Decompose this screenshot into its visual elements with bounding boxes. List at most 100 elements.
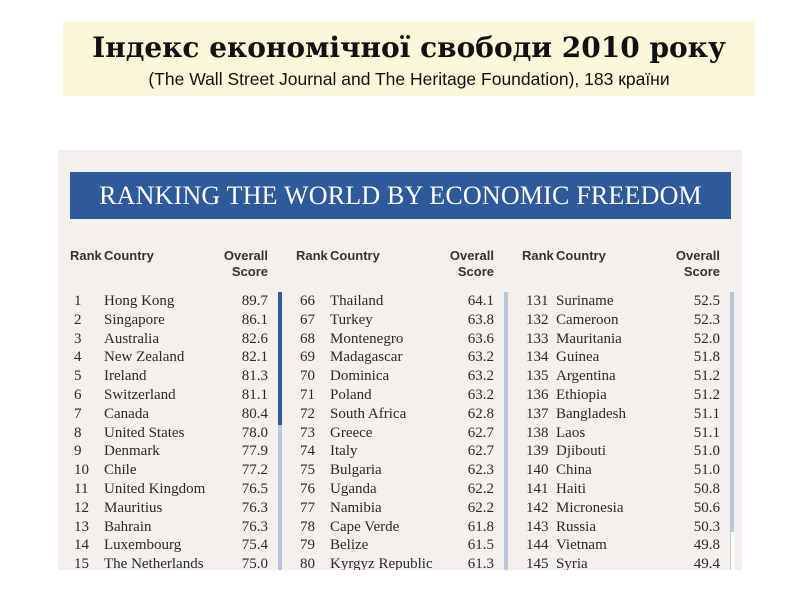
score-header-line1: Overall: [223, 248, 268, 263]
rank-cell: 133: [526, 330, 549, 347]
score-header-line2: Score: [683, 264, 720, 279]
rank-cell: 11: [74, 480, 89, 497]
table-row: 138 Laos 51.1: [520, 424, 734, 443]
table-row: 79 Belize 61.5: [294, 536, 508, 555]
ranking-banner: RANKING THE WORLD BY ECONOMIC FREEDOM: [70, 172, 731, 219]
rank-cell: 73: [300, 424, 315, 441]
ranking-rows: 1 Hong Kong 89.7 2 Singapore 86.1 3 Australia 82…: [68, 292, 282, 570]
score-cell: 64.1: [467, 293, 494, 309]
rank-cell: 1: [74, 293, 82, 309]
rank-cell: 9: [74, 443, 82, 460]
column-header: Rank Country Overall Score: [520, 244, 734, 284]
country-cell: Bangladesh: [556, 405, 626, 422]
slide-title: Індекс економічної свободи 2010 року: [92, 31, 726, 64]
score-cell: 63.8: [467, 311, 494, 328]
country-cell: Hong Kong: [104, 293, 175, 309]
rank-cell: 14: [74, 537, 89, 554]
score-cell: 49.4: [693, 556, 720, 570]
score-bar-empty: [730, 532, 734, 570]
country-cell: Syria: [556, 556, 588, 570]
column-header: Rank Country Overall Score: [68, 244, 282, 284]
rank-cell: 8: [74, 424, 82, 441]
table-row: 143 Russia 50.3: [520, 518, 734, 537]
rank-cell: 70: [300, 368, 315, 385]
rank-cell: 137: [526, 405, 549, 422]
country-header: Country: [104, 248, 154, 263]
score-cell: 80.4: [241, 405, 268, 422]
score-cell: 51.2: [693, 368, 720, 385]
score-cell: 51.2: [693, 386, 720, 403]
country-cell: Poland: [330, 386, 372, 403]
country-cell: Mauritius: [104, 499, 163, 516]
ranking-column-2: Rank Country Overall Score 66 Thailand 64.1…: [294, 240, 508, 570]
rank-header: Rank: [296, 248, 328, 263]
rank-cell: 10: [74, 462, 89, 479]
rank-cell: 139: [526, 443, 549, 460]
score-cell: 52.5: [693, 293, 720, 309]
country-cell: Kyrgyz Republic: [330, 556, 433, 570]
table-row: 73 Greece 62.7: [294, 424, 508, 443]
country-cell: Singapore: [104, 311, 165, 328]
ranking-column-3: Rank Country Overall Score 131 Suriname 52.…: [520, 240, 734, 570]
country-cell: Ireland: [104, 368, 147, 385]
table-row: 131 Suriname 52.5: [520, 292, 734, 311]
table-row: 4 New Zealand 82.1: [68, 348, 282, 367]
table-row: 9 Denmark 77.9: [68, 442, 282, 461]
table-row: 8 United States 78.0: [68, 424, 282, 443]
score-header-line1: Overall: [449, 248, 494, 263]
country-cell: Russia: [556, 518, 597, 535]
rank-cell: 15: [74, 556, 89, 570]
rank-cell: 3: [74, 330, 82, 347]
rank-cell: 134: [526, 349, 549, 366]
rank-cell: 67: [300, 311, 315, 328]
rank-cell: 69: [300, 349, 315, 366]
country-cell: Montenegro: [330, 330, 404, 347]
rank-cell: 142: [526, 499, 549, 516]
rank-cell: 79: [300, 537, 315, 554]
country-cell: Argentina: [556, 368, 616, 385]
slide-subtitle: (The Wall Street Journal and The Heritag…: [148, 69, 670, 89]
table-row: 72 South Africa 62.8: [294, 405, 508, 424]
table-row: 144 Vietnam 49.8: [520, 536, 734, 555]
score-cell: 77.2: [241, 462, 268, 479]
table-row: 75 Bulgaria 62.3: [294, 461, 508, 480]
table-row: 142 Micronesia 50.6: [520, 499, 734, 518]
country-cell: United States: [104, 424, 185, 441]
table-row: 74 Italy 62.7: [294, 442, 508, 461]
country-cell: New Zealand: [104, 349, 185, 366]
score-cell: 51.1: [693, 405, 720, 422]
score-cell: 77.9: [241, 443, 268, 460]
country-cell: Turkey: [330, 311, 373, 328]
rank-cell: 72: [300, 405, 315, 422]
ranking-rows: 66 Thailand 64.1 67 Turkey 63.8 68 Montenegro 63…: [294, 292, 508, 570]
table-row: 6 Switzerland 81.1: [68, 386, 282, 405]
rank-cell: 13: [74, 518, 89, 535]
score-cell: 63.2: [467, 386, 494, 403]
score-cell: 76.3: [241, 518, 268, 535]
score-bar-dark: [278, 292, 282, 425]
rank-cell: 2: [74, 311, 82, 328]
ranking-table-image: RANKING THE WORLD BY ECONOMIC FREEDOM Ra…: [58, 150, 742, 570]
rank-cell: 131: [526, 293, 549, 309]
table-row: 69 Madagascar 63.2: [294, 348, 508, 367]
table-row: 15 The Netherlands 75.0: [68, 555, 282, 570]
table-row: 70 Dominica 63.2: [294, 367, 508, 386]
table-row: 132 Cameroon 52.3: [520, 311, 734, 330]
table-row: 3 Australia 82.6: [68, 330, 282, 349]
rank-cell: 7: [74, 405, 82, 422]
country-cell: China: [556, 462, 592, 479]
country-cell: Belize: [330, 537, 369, 554]
score-cell: 61.8: [467, 518, 494, 535]
score-cell: 62.3: [467, 462, 494, 479]
score-cell: 50.6: [693, 499, 720, 516]
rank-cell: 132: [526, 311, 549, 328]
country-cell: Uganda: [330, 480, 377, 497]
rank-cell: 135: [526, 368, 549, 385]
score-cell: 61.3: [467, 556, 494, 570]
score-cell: 49.8: [693, 537, 720, 554]
rank-cell: 77: [300, 499, 315, 516]
country-cell: Micronesia: [556, 499, 624, 516]
ranking-column-1: Rank Country Overall Score 1 Hong Kong 89.7…: [68, 240, 282, 570]
table-row: 141 Haiti 50.8: [520, 480, 734, 499]
slide-title-box: Індекс економічної свободи 2010 року (Th…: [63, 21, 755, 96]
